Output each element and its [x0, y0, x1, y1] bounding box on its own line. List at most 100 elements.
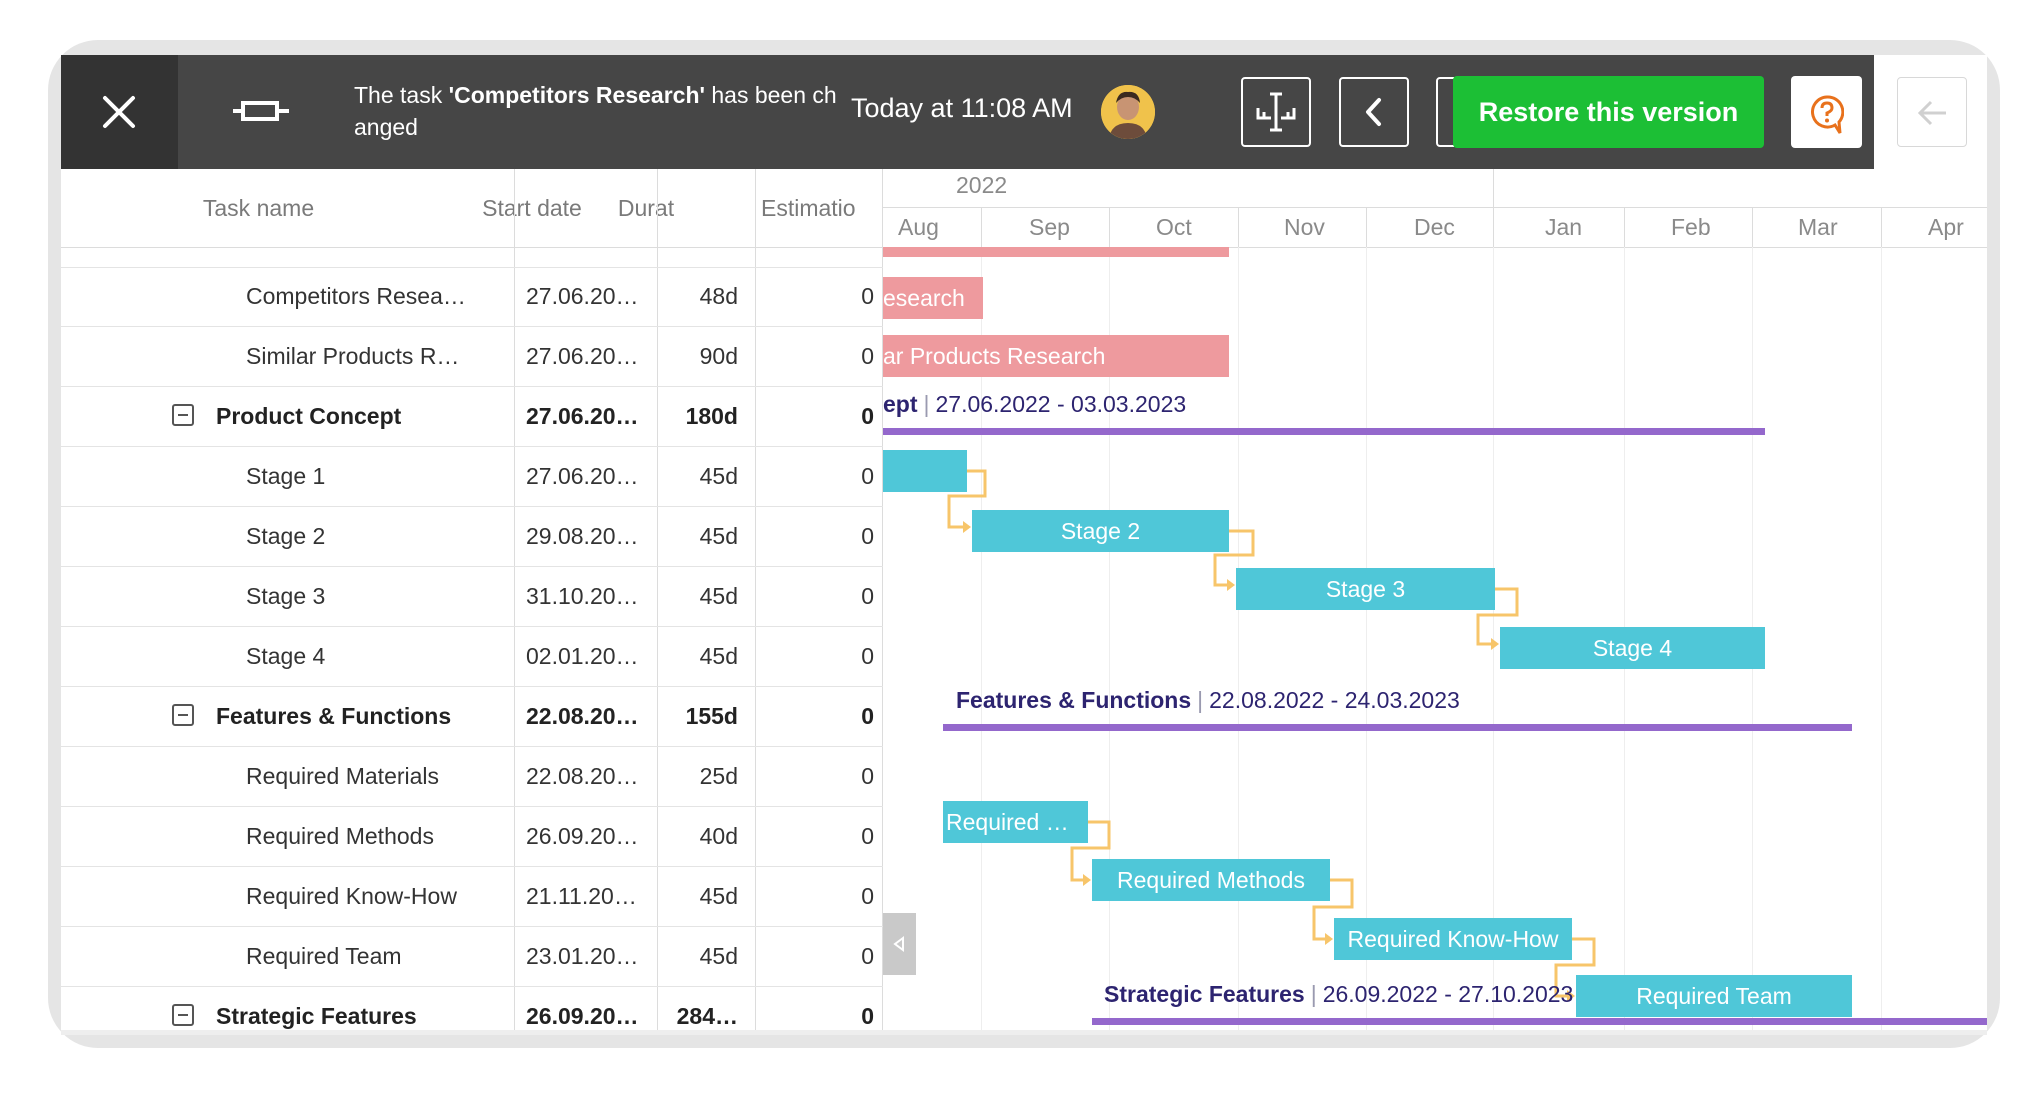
table-row[interactable]: Stage 1 27.06.20… 45d 0	[61, 447, 883, 507]
task-duration: 45d	[699, 463, 738, 489]
summary-bar-product-concept[interactable]	[883, 428, 1765, 435]
table-row[interactable]: Stage 4 02.01.20… 45d 0	[61, 627, 883, 687]
task-bar-stage-2[interactable]: Stage 2	[972, 510, 1229, 552]
summary-name: ept	[883, 391, 918, 417]
summary-name: Features & Functions	[956, 687, 1192, 713]
table-row[interactable]: Competitors Resea… 27.06.20… 48d 0	[61, 267, 883, 327]
close-button[interactable]	[61, 55, 178, 169]
summary-bar-features-functions[interactable]	[943, 724, 1852, 731]
year-divider	[1493, 169, 1494, 207]
task-start-date: 26.09.20…	[526, 823, 639, 849]
task-bar-partial[interactable]	[883, 247, 1229, 257]
column-header-duration[interactable]: Durat	[617, 195, 675, 221]
month-gridline	[1238, 247, 1239, 1035]
task-bar-stage-3[interactable]: Stage 3	[1236, 568, 1495, 610]
task-bar-label: Required …	[946, 809, 1069, 835]
change-message-suffix: has been changed	[354, 82, 837, 140]
restore-version-button[interactable]: Restore this version	[1453, 76, 1764, 148]
task-start-date: 27.06.20…	[526, 343, 639, 369]
column-header-estimation[interactable]: Estimatio	[761, 195, 856, 221]
table-row-group[interactable]: Strategic Features 26.09.20… 284… 0	[61, 987, 883, 1035]
version-toolbar: The task 'Competitors Research' has been…	[61, 55, 1987, 169]
summary-range: 22.08.2022 - 24.03.2023	[1209, 687, 1460, 713]
task-duration: 180d	[685, 403, 738, 429]
task-bar-label: esearch	[883, 285, 965, 311]
split-view-button[interactable]	[1241, 77, 1311, 147]
collapse-group-toggle[interactable]	[172, 404, 194, 426]
table-row[interactable]: Similar Products R… 27.06.20… 90d 0	[61, 327, 883, 387]
task-bar-competitors-research[interactable]: esearch	[883, 277, 983, 319]
task-bar-stage-1[interactable]	[883, 450, 967, 492]
task-name: Product Concept	[216, 403, 402, 429]
task-bar-required-know-how[interactable]: Required Know-How	[1334, 918, 1572, 960]
task-bar-stage-4[interactable]: Stage 4	[1500, 627, 1765, 669]
table-row[interactable]: Stage 2 29.08.20… 45d 0	[61, 507, 883, 567]
task-name: Stage 1	[246, 463, 326, 489]
task-bar-required-materials[interactable]: Required …	[943, 801, 1088, 843]
task-bar-similar-products-research[interactable]: ar Products Research	[883, 335, 1229, 377]
grid-header: Task name Start date Durat Estimatio	[61, 169, 883, 248]
change-message: The task 'Competitors Research' has been…	[354, 79, 839, 143]
table-row[interactable]: Stage 3 31.10.20… 45d 0	[61, 567, 883, 627]
column-divider[interactable]	[514, 169, 515, 1035]
task-bar-label: Required Team	[1636, 983, 1792, 1009]
summary-label-product-concept: ept | 27.06.2022 - 03.03.2023	[883, 391, 1186, 418]
column-divider[interactable]	[657, 169, 658, 1035]
table-row[interactable]: Required Methods 26.09.20… 40d 0	[61, 807, 883, 867]
month-divider	[1881, 207, 1882, 247]
task-bar-label: Stage 3	[1325, 576, 1406, 602]
column-divider[interactable]	[755, 169, 756, 1035]
summary-bar-strategic-features[interactable]	[1092, 1018, 1987, 1025]
split-view-icon	[1256, 92, 1296, 132]
month-label: Feb	[1671, 214, 1711, 240]
help-button[interactable]	[1791, 76, 1862, 148]
dependency-link	[947, 469, 987, 529]
dependency-link	[1070, 820, 1111, 882]
label-separator: |	[1197, 687, 1204, 713]
column-header-task-name[interactable]: Task name	[202, 195, 315, 221]
dependency-arrowhead	[963, 521, 971, 533]
task-duration: 284…	[676, 1003, 738, 1029]
task-start-date: 23.01.20…	[526, 943, 639, 969]
back-button[interactable]	[1897, 77, 1967, 147]
month-label: Oct	[1156, 214, 1192, 240]
task-start-date: 29.08.20…	[526, 523, 639, 549]
column-header-start-date[interactable]: Start date	[482, 195, 582, 221]
task-start-date: 26.09.20…	[526, 1003, 639, 1029]
table-row[interactable]: Required Team 23.01.20… 45d 0	[61, 927, 883, 987]
month-label: Mar	[1798, 214, 1838, 240]
task-duration: 45d	[699, 883, 738, 909]
month-divider	[1366, 207, 1367, 247]
task-name: Required Know-How	[246, 883, 457, 909]
task-duration: 48d	[699, 283, 738, 309]
previous-version-button[interactable]	[1339, 77, 1409, 147]
task-bar-label: Stage 2	[1060, 518, 1141, 544]
chevron-left-icon	[1366, 98, 1381, 126]
task-name: Strategic Features	[216, 1003, 417, 1029]
task-name: Stage 3	[246, 583, 326, 609]
table-row[interactable]: Required Materials 22.08.20… 25d 0	[61, 747, 883, 807]
task-start-date: 22.08.20…	[526, 703, 639, 729]
task-duration: 45d	[699, 523, 738, 549]
summary-label-features-functions: Features & Functions | 22.08.2022 - 24.03.…	[956, 687, 1460, 714]
dependency-link	[1476, 587, 1519, 646]
collapse-group-toggle[interactable]	[172, 1004, 194, 1026]
collapse-group-toggle[interactable]	[172, 704, 194, 726]
compare-toggle-button[interactable]	[231, 91, 291, 136]
gantt-timeline: 2022 Aug Sep Oct Nov Dec Jan Feb Mar Apr	[883, 169, 1987, 1035]
table-row-group[interactable]: Product Concept 27.06.20… 180d 0	[61, 387, 883, 447]
task-duration: 155d	[685, 703, 738, 729]
month-gridline	[1109, 247, 1110, 1035]
task-estimation: 0	[861, 643, 874, 669]
arrow-left-icon	[1917, 100, 1946, 126]
month-divider	[1493, 207, 1494, 247]
collapse-grid-button[interactable]	[883, 913, 916, 975]
task-bar-required-methods[interactable]: Required Methods	[1092, 859, 1330, 901]
task-bar-required-team[interactable]: Required Team	[1576, 975, 1852, 1017]
table-row[interactable]: Required Know-How 21.11.20… 45d 0	[61, 867, 883, 927]
month-gridline	[981, 247, 982, 1035]
column-divider[interactable]	[882, 169, 883, 1035]
month-divider	[1238, 207, 1239, 247]
task-bar-label: ar Products Research	[883, 343, 1106, 369]
table-row-group[interactable]: Features & Functions 22.08.20… 155d 0	[61, 687, 883, 747]
